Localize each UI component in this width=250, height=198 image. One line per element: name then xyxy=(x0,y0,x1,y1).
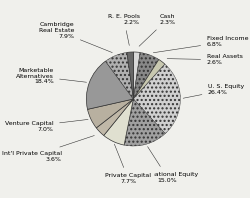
Wedge shape xyxy=(104,99,134,145)
Wedge shape xyxy=(134,64,180,133)
Wedge shape xyxy=(134,59,165,99)
Text: U. S. Equity
26.4%: U. S. Equity 26.4% xyxy=(183,85,244,98)
Text: Cash
2.3%: Cash 2.3% xyxy=(139,14,175,46)
Text: Cambridge
Real Estate
7.9%: Cambridge Real Estate 7.9% xyxy=(39,22,112,53)
Wedge shape xyxy=(124,99,165,146)
Wedge shape xyxy=(127,52,134,99)
Text: Fixed Income
6.8%: Fixed Income 6.8% xyxy=(153,36,248,53)
Wedge shape xyxy=(106,52,134,99)
Text: Marketable
Alternatives
18.4%: Marketable Alternatives 18.4% xyxy=(16,68,86,85)
Wedge shape xyxy=(96,99,134,135)
Text: Int'l Private Capital
3.6%: Int'l Private Capital 3.6% xyxy=(2,135,94,162)
Text: Private Capital
7.7%: Private Capital 7.7% xyxy=(105,144,151,184)
Wedge shape xyxy=(86,61,134,109)
Text: International Equity
15.0%: International Equity 15.0% xyxy=(136,147,198,183)
Wedge shape xyxy=(134,52,159,99)
Text: Venture Capital
7.0%: Venture Capital 7.0% xyxy=(5,119,88,132)
Text: Real Assets
2.6%: Real Assets 2.6% xyxy=(167,54,242,65)
Wedge shape xyxy=(88,99,134,128)
Wedge shape xyxy=(134,52,140,99)
Text: R. E. Pools
2.2%: R. E. Pools 2.2% xyxy=(108,14,140,46)
